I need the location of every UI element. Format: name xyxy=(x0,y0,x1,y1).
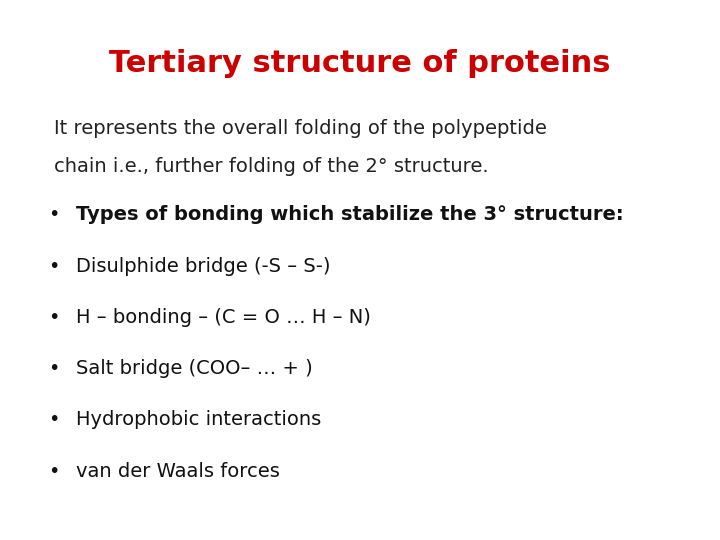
Text: van der Waals forces: van der Waals forces xyxy=(76,462,279,481)
Text: •: • xyxy=(48,308,60,327)
Text: Tertiary structure of proteins: Tertiary structure of proteins xyxy=(109,49,611,78)
Text: chain i.e., further folding of the 2° structure.: chain i.e., further folding of the 2° st… xyxy=(54,157,489,176)
Text: •: • xyxy=(48,359,60,378)
Text: •: • xyxy=(48,205,60,224)
Text: It represents the overall folding of the polypeptide: It represents the overall folding of the… xyxy=(54,119,547,138)
Text: Salt bridge (COO– … + ): Salt bridge (COO– … + ) xyxy=(76,359,312,378)
Text: •: • xyxy=(48,462,60,481)
Text: Disulphide bridge (-S – S-): Disulphide bridge (-S – S-) xyxy=(76,256,330,275)
Text: H – bonding – (C = O … H – N): H – bonding – (C = O … H – N) xyxy=(76,308,371,327)
Text: Hydrophobic interactions: Hydrophobic interactions xyxy=(76,410,321,429)
Text: •: • xyxy=(48,410,60,429)
Text: •: • xyxy=(48,256,60,275)
Text: Types of bonding which stabilize the 3° structure:: Types of bonding which stabilize the 3° … xyxy=(76,205,624,224)
